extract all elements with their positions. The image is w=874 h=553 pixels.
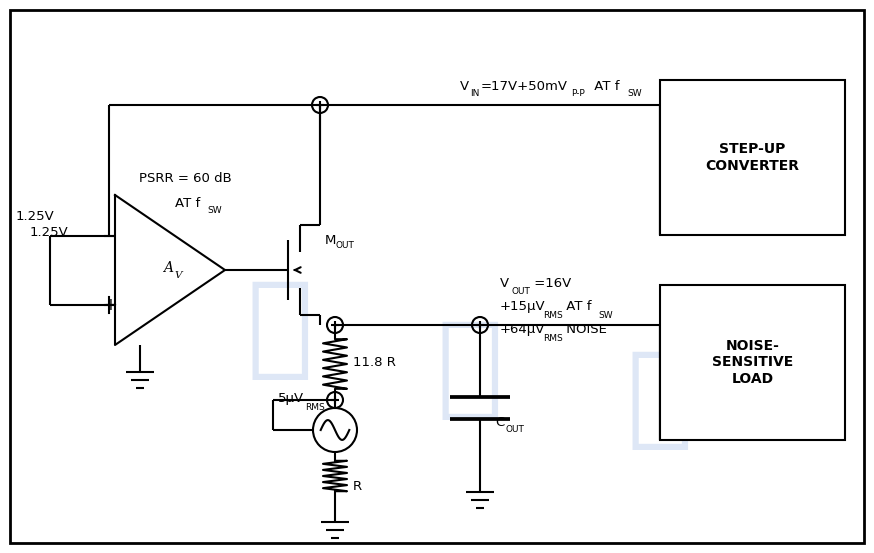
Text: SW: SW <box>627 89 642 98</box>
Text: RMS: RMS <box>543 311 563 320</box>
Text: P-P: P-P <box>571 89 585 98</box>
Text: RMS: RMS <box>305 403 325 412</box>
Text: OUT: OUT <box>511 287 530 296</box>
Text: PSRR = 60 dB: PSRR = 60 dB <box>139 172 232 185</box>
Text: IN: IN <box>470 89 479 98</box>
Text: STEP-UP
CONVERTER: STEP-UP CONVERTER <box>705 143 800 173</box>
Text: SW: SW <box>207 206 222 215</box>
Text: 兹: 兹 <box>627 347 693 453</box>
Text: V: V <box>500 277 510 290</box>
Text: V: V <box>460 80 469 93</box>
Bar <box>660 285 845 440</box>
Text: A: A <box>163 261 173 275</box>
Text: OUT: OUT <box>505 425 524 434</box>
Text: 1.25V: 1.25V <box>16 211 54 223</box>
Text: OUT: OUT <box>336 242 355 251</box>
Text: 千: 千 <box>246 276 313 383</box>
Text: =16V: =16V <box>530 277 572 290</box>
Text: SW: SW <box>598 311 613 320</box>
Text: V: V <box>174 270 182 279</box>
Text: 赫: 赫 <box>437 316 503 424</box>
Text: NOISE: NOISE <box>562 323 607 336</box>
Text: R: R <box>353 479 362 493</box>
Text: RMS: RMS <box>543 334 563 343</box>
Text: +: + <box>103 296 117 315</box>
Text: C: C <box>495 416 504 429</box>
Text: AT f: AT f <box>175 197 200 210</box>
Text: =17V+50mV: =17V+50mV <box>481 80 568 93</box>
Text: +64μV: +64μV <box>500 323 545 336</box>
Text: +15μV: +15μV <box>500 300 545 313</box>
Text: NOISE-
SENSITIVE
LOAD: NOISE- SENSITIVE LOAD <box>712 340 793 385</box>
Text: AT f: AT f <box>562 300 592 313</box>
Text: M: M <box>325 233 336 247</box>
Text: AT f: AT f <box>590 80 620 93</box>
Text: 1.25V: 1.25V <box>30 226 69 239</box>
Text: 11.8 R: 11.8 R <box>353 356 396 369</box>
Text: 5μV: 5μV <box>278 392 304 405</box>
Bar <box>660 80 845 235</box>
